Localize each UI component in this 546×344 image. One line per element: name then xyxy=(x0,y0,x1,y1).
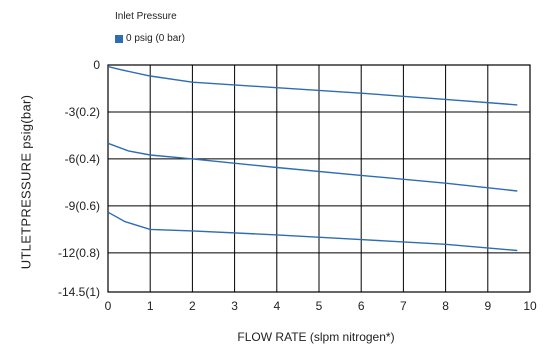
x-tick-label: 8 xyxy=(442,299,449,313)
y-tick-label: -9(0.6) xyxy=(65,199,100,213)
x-tick-label: 5 xyxy=(316,299,323,313)
y-axis-label: UTLETPRESSURE psig(bar) xyxy=(18,94,34,270)
x-tick-label: 3 xyxy=(231,299,238,313)
y-tick-label: 0 xyxy=(93,58,100,72)
x-tick-label: 6 xyxy=(358,299,365,313)
x-tick-label: 1 xyxy=(147,299,154,313)
y-tick-label: -3(0.2) xyxy=(65,105,100,119)
x-tick-label: 9 xyxy=(484,299,491,313)
legend-label: 0 psig (0 bar) xyxy=(126,33,185,44)
y-tick-label: -6(0.4) xyxy=(65,152,100,166)
plot-frame xyxy=(107,64,531,293)
series-line xyxy=(107,211,518,252)
legend-swatch xyxy=(115,34,123,43)
legend-title: Inlet Pressure xyxy=(115,11,177,22)
series-line xyxy=(107,142,518,192)
y-tick-label: -12(0.8) xyxy=(58,246,100,260)
series-line xyxy=(107,65,518,106)
x-tick-label: 2 xyxy=(189,299,196,313)
x-tick-label: 0 xyxy=(105,299,112,313)
x-tick-label: 4 xyxy=(273,299,280,313)
y-tick-label: -14.5(1) xyxy=(58,285,100,299)
legend-entry: 0 psig (0 bar) xyxy=(115,33,185,44)
x-axis-label: FLOW RATE (slpm nitrogen*) xyxy=(237,330,395,344)
x-tick-label: 10 xyxy=(523,299,537,313)
x-tick-label: 7 xyxy=(400,299,407,313)
